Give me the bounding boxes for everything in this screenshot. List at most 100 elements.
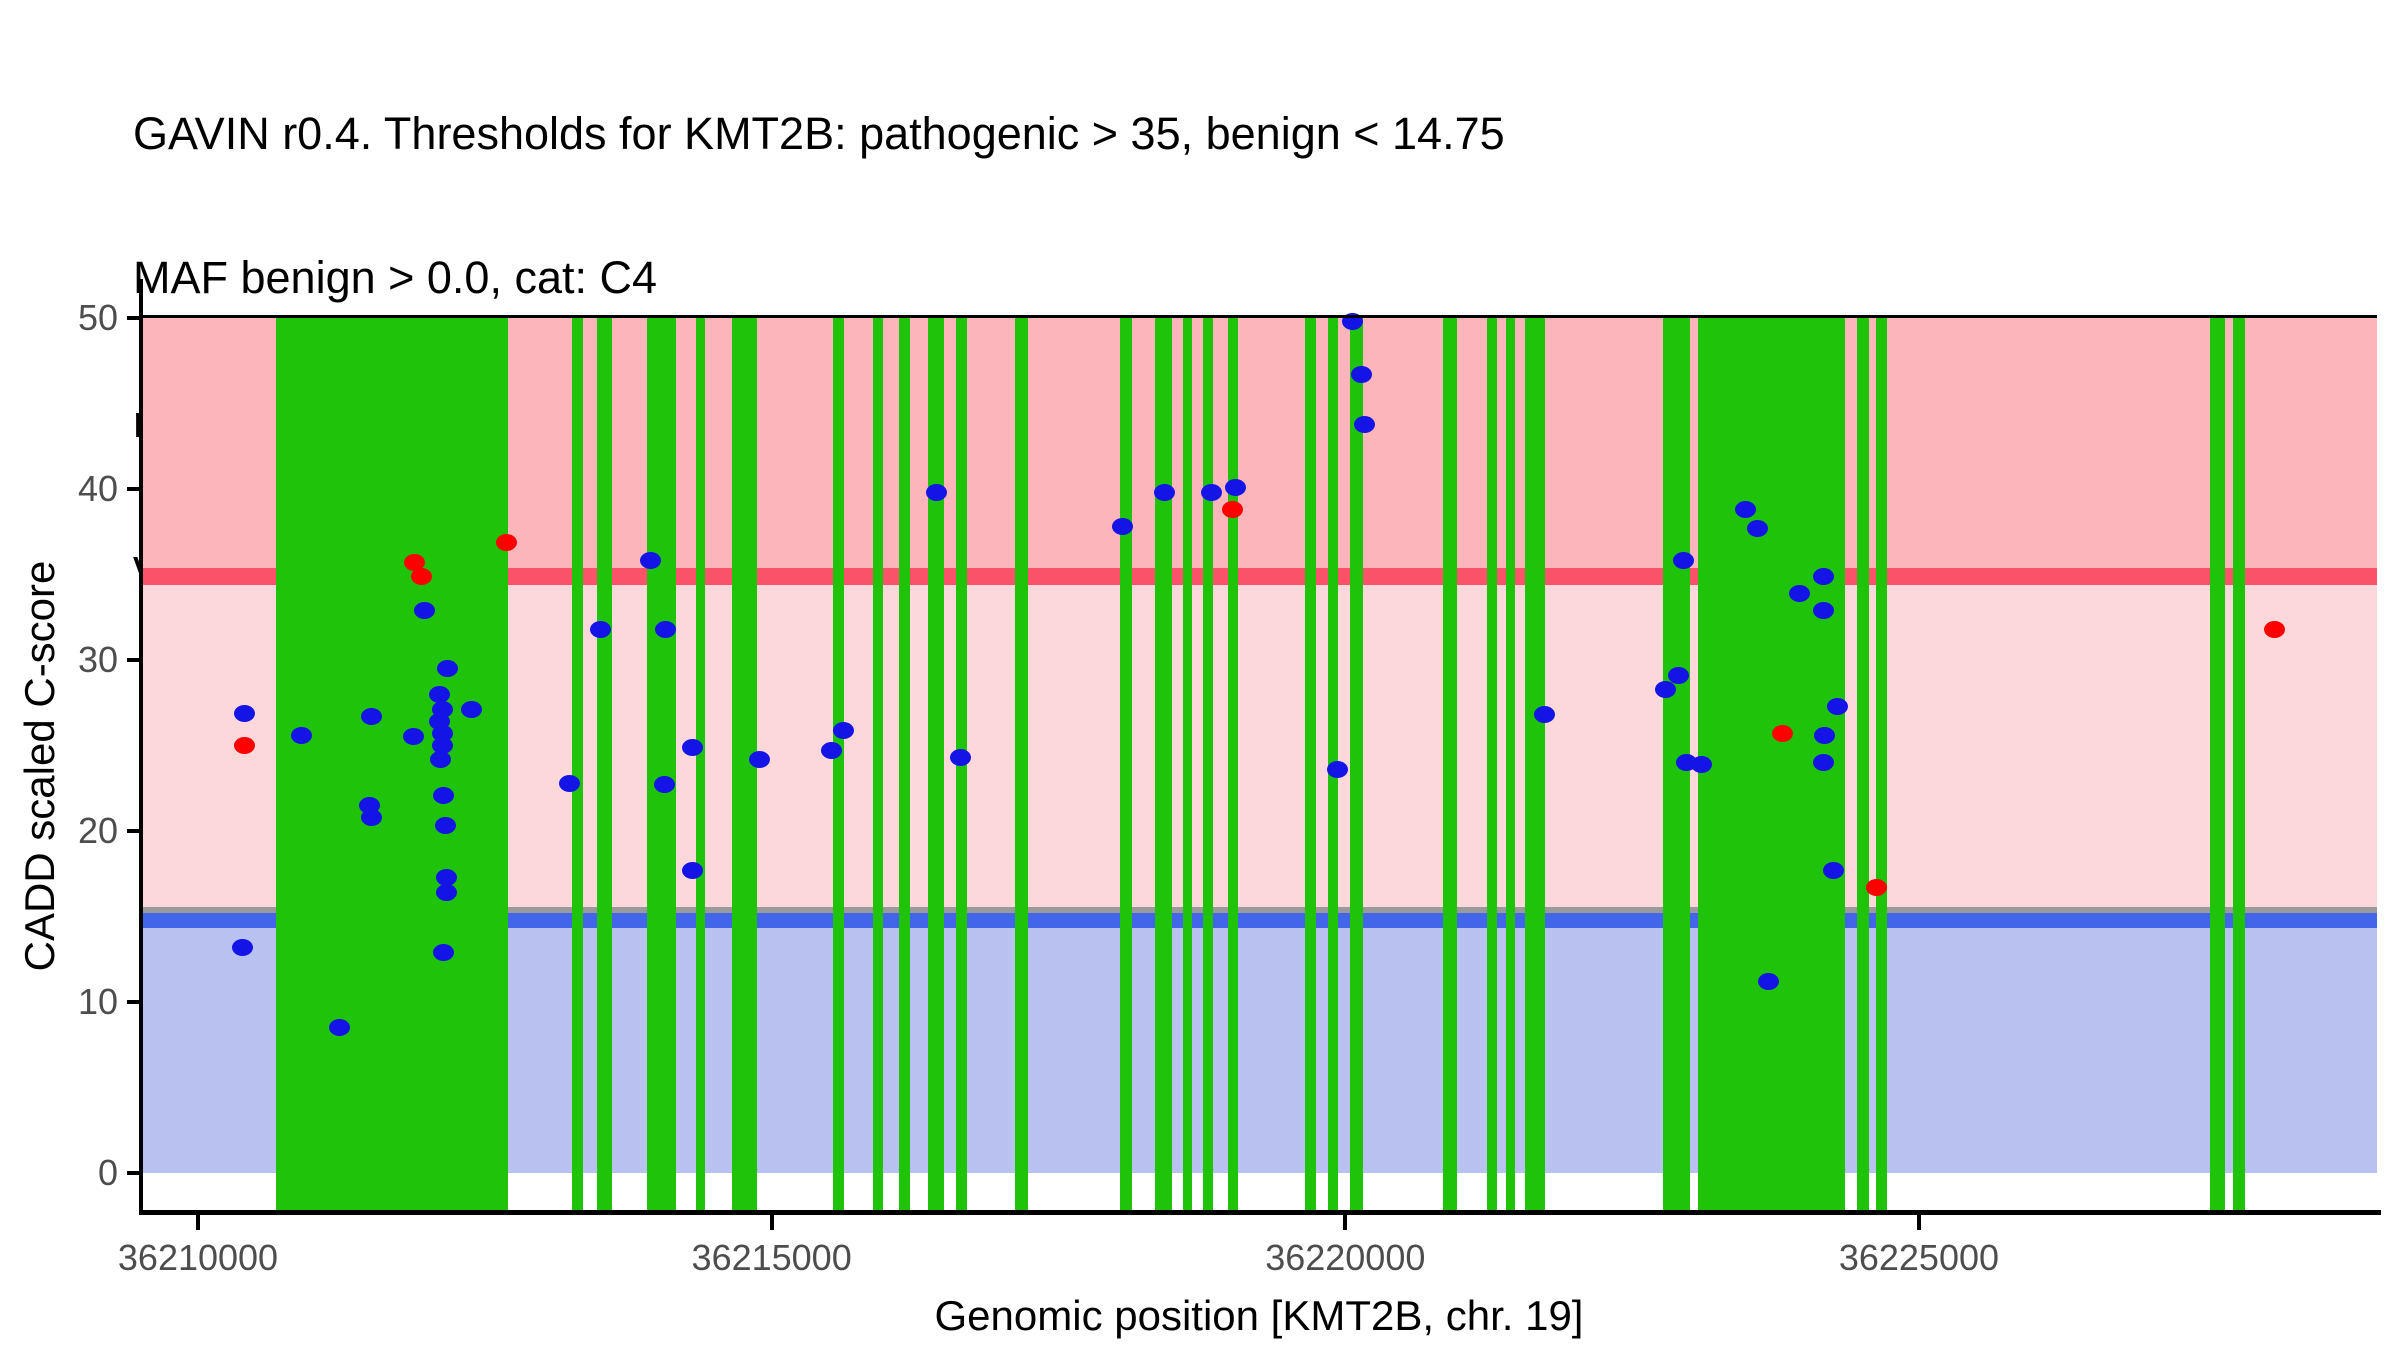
refseq-exon-bar	[597, 318, 613, 1212]
y-axis-title: CADD scaled C-score	[16, 560, 63, 972]
gnomad-variant-point	[1812, 601, 1834, 619]
gnomad-variant-point	[1758, 972, 1780, 990]
gnomad-variant-point	[1788, 584, 1810, 602]
gnomad-variant-point	[1812, 754, 1834, 772]
y-tick-label: 10	[77, 981, 118, 1022]
region-vus	[141, 585, 2377, 907]
gnomad-variant-point	[431, 737, 453, 754]
refseq-exon-bar	[696, 318, 705, 1212]
gnomad-variant-point	[1353, 415, 1375, 433]
gnomad-variant-point	[436, 884, 458, 902]
clinvar-variant-point	[233, 737, 255, 754]
gnomad-variant-point	[1812, 567, 1834, 585]
gnomad-variant-point	[655, 620, 677, 638]
refseq-exon-bar	[1856, 318, 1869, 1212]
gnomad-variant-point	[1153, 483, 1175, 501]
plot-title-line-1: GAVIN r0.4. Thresholds for KMT2B: pathog…	[133, 108, 1505, 159]
region-benign	[141, 928, 2377, 1173]
x-tick-label: 36210000	[117, 1237, 279, 1278]
refseq-exon-bar	[647, 318, 676, 1212]
refseq-exon-bar	[1119, 318, 1132, 1212]
gnomad-variant-point	[432, 943, 454, 961]
gnomad-variant-point	[1351, 365, 1373, 383]
gnomad-variant-point	[1667, 666, 1689, 684]
refseq-exon-bar	[899, 318, 910, 1212]
gnomad-variant-point	[430, 750, 452, 768]
refseq-exon-bar	[928, 318, 944, 1212]
y-tick-label: 20	[77, 810, 118, 851]
gnomad-variant-point	[432, 786, 454, 804]
clinvar-variant-point	[2264, 620, 2286, 638]
y-tick	[127, 487, 141, 491]
gnomad-variant-point	[1826, 697, 1848, 715]
y-tick	[127, 829, 141, 833]
y-tick-label: 0	[97, 1152, 118, 1193]
y-axis-line	[139, 279, 143, 1215]
refseq-exon-bar	[2210, 318, 2226, 1212]
refseq-exon-bar	[1227, 318, 1238, 1212]
gnomad-variant-point	[402, 728, 424, 746]
gnomad-variant-point	[821, 742, 843, 760]
gnomad-variant-point	[233, 704, 255, 722]
gnomad-variant-point	[413, 601, 435, 619]
gnomad-variant-point	[1224, 478, 1246, 496]
clinvar-variant-point	[1222, 501, 1244, 519]
gnomad-variant-point	[360, 707, 382, 725]
refseq-exon-bar	[2233, 318, 2245, 1212]
gnomad-variant-point	[654, 776, 676, 794]
gnomad-variant-point	[639, 552, 661, 570]
gnomad-variant-point	[1672, 552, 1694, 570]
y-tick	[127, 316, 141, 320]
clinvar-variant-point	[410, 567, 432, 585]
x-tick-label: 36225000	[1838, 1237, 2000, 1278]
refseq-exon-bar	[1202, 318, 1213, 1212]
fallback-threshold-line	[141, 907, 2377, 913]
y-tick-label: 50	[77, 297, 118, 338]
gnomad-variant-point	[1112, 518, 1134, 536]
refseq-exon-bar	[276, 318, 508, 1212]
gnomad-variant-point	[434, 817, 456, 835]
gnomad-variant-point	[328, 1019, 350, 1037]
refseq-exon-bar	[833, 318, 845, 1212]
gnomad-variant-point	[1326, 760, 1348, 778]
refseq-exon-bar	[1442, 318, 1457, 1212]
panel-top-border	[141, 315, 2377, 318]
x-tick-label: 36220000	[1265, 1237, 1426, 1278]
x-tick	[1916, 1215, 1921, 1230]
gnomad-variant-point	[360, 808, 382, 826]
clinvar-variant-point	[1772, 725, 1794, 743]
gnomad-variant-point	[1823, 861, 1845, 879]
refseq-exon-bar	[1486, 318, 1497, 1212]
y-tick	[127, 1000, 141, 1004]
x-axis-line	[139, 1210, 2381, 1215]
gnomad-variant-point	[681, 738, 703, 756]
y-tick	[127, 658, 141, 662]
gnomad-variant-point	[949, 748, 971, 766]
region-pathogenic	[141, 318, 2377, 568]
gnomad-variant-point	[1747, 519, 1769, 537]
gnomad-variant-point	[1814, 726, 1836, 744]
refseq-exon-bar	[1182, 318, 1192, 1212]
refseq-exon-bar	[1350, 318, 1363, 1212]
gnomad-variant-point	[1201, 483, 1223, 501]
gnomad-variant-point	[926, 483, 948, 501]
plot-panel	[141, 312, 2377, 1212]
x-tick	[769, 1215, 774, 1230]
refseq-exon-bar	[572, 318, 584, 1212]
gnomad-variant-point	[559, 774, 581, 792]
gnomad-variant-point	[832, 721, 854, 739]
gnomad-variant-point	[436, 868, 458, 886]
refseq-exon-bar	[1154, 318, 1172, 1212]
gnomad-variant-point	[1691, 755, 1713, 773]
gnomad-variant-point	[429, 685, 451, 703]
gnomad-variant-point	[1654, 680, 1676, 698]
gnomad-variant-point	[589, 620, 611, 638]
refseq-exon-bar	[1304, 318, 1316, 1212]
refseq-exon-bar	[1524, 318, 1545, 1212]
gnomad-variant-point	[1533, 706, 1555, 724]
x-axis-title: Genomic position [KMT2B, chr. 19]	[934, 1292, 1584, 1339]
region-below-zero	[141, 1173, 2377, 1212]
gnomad-variant-point	[290, 726, 312, 744]
y-tick-label: 40	[77, 468, 118, 509]
